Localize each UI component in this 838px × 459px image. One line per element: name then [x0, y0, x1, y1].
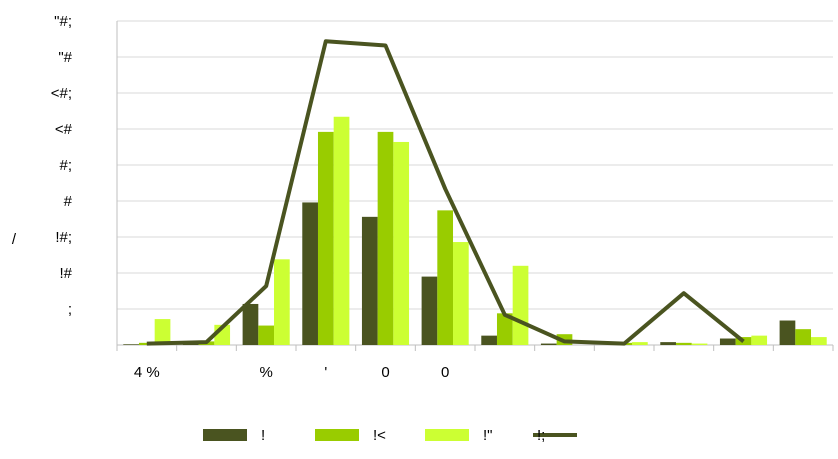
line-layer	[146, 39, 745, 346]
bar	[453, 242, 469, 345]
bar	[274, 259, 290, 345]
bar	[675, 342, 692, 345]
y-tick-label: #;	[59, 157, 72, 174]
x-tick-labels: 4 %% ' 0 0	[134, 364, 449, 381]
bar	[123, 344, 139, 345]
x-tick-label: %	[259, 364, 272, 381]
bar	[421, 276, 438, 345]
y-tick-labels: ; !# !#; # #; <# <#; "# "#;	[51, 13, 73, 318]
bar	[361, 216, 378, 345]
bar	[632, 342, 648, 345]
bar	[691, 343, 708, 345]
legend-label: !	[261, 427, 265, 444]
bar	[154, 319, 171, 345]
bar	[302, 202, 318, 345]
legend-swatch	[315, 429, 359, 441]
y-tick-label: <#	[55, 121, 73, 138]
legend: ! !< !"!;	[203, 427, 577, 444]
y-axis-label: /	[12, 231, 17, 248]
y-tick-label: <#;	[51, 85, 72, 102]
bars-layer	[123, 116, 827, 345]
y-tick-label: !#;	[55, 229, 72, 246]
bar	[496, 313, 513, 345]
bar	[795, 329, 812, 345]
x-tick-label: '	[324, 364, 327, 381]
x-tick-label: 0	[441, 364, 449, 381]
legend-swatch	[203, 429, 247, 441]
legend-label: !<	[373, 427, 386, 444]
y-tick-label: #	[64, 193, 73, 210]
bar	[242, 303, 259, 345]
legend-swatch	[425, 429, 469, 441]
y-tick-label: !#	[59, 265, 72, 282]
bar	[751, 335, 768, 345]
y-tick-label: "#	[58, 49, 72, 66]
bar	[333, 116, 350, 345]
bar	[811, 337, 827, 345]
bar	[393, 141, 410, 345]
bar	[317, 131, 334, 345]
bar	[779, 320, 796, 345]
x-tick-label: 4 %	[134, 364, 160, 381]
legend-label: !"	[483, 427, 493, 444]
bar	[512, 265, 529, 345]
bar	[719, 338, 736, 345]
grid-lines	[116, 20, 834, 351]
y-tick-label: ;	[68, 301, 72, 318]
y-tick-label: "#;	[54, 13, 72, 30]
legend-label: !;	[537, 427, 545, 444]
series-line	[146, 39, 745, 346]
x-tick-label: 0	[381, 364, 389, 381]
bar	[660, 342, 676, 345]
bar	[540, 343, 557, 345]
bar	[481, 335, 497, 345]
bar	[377, 131, 394, 345]
bar	[258, 325, 275, 345]
bar	[437, 210, 454, 345]
